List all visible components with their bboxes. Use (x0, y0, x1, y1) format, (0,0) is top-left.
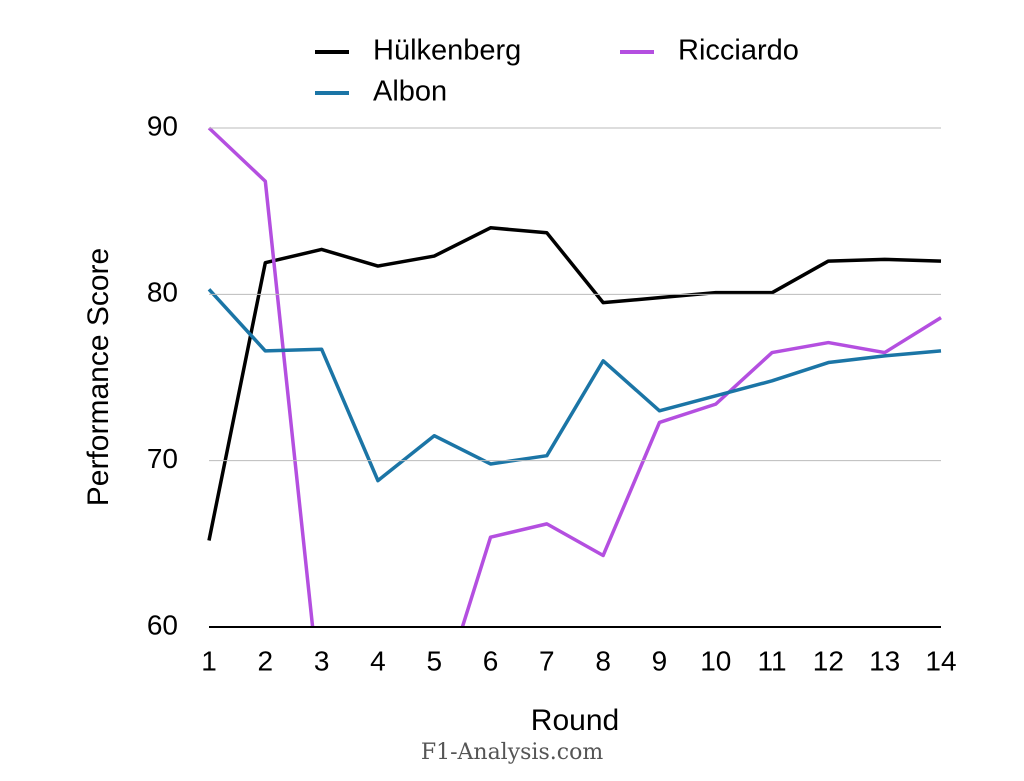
y-tick-label: 70 (147, 443, 178, 474)
watermark: F1-Analysis.com (421, 740, 604, 765)
x-tick-label: 11 (758, 645, 787, 676)
series-line (207, 288, 942, 483)
x-tick-label: 8 (595, 645, 611, 676)
y-axis-label: Performance Score (82, 248, 115, 506)
x-tick-label: 2 (258, 645, 274, 676)
y-tick-label: 60 (147, 609, 178, 640)
x-tick-label: 5 (426, 645, 442, 676)
x-tick-label: 3 (314, 645, 330, 676)
x-tick-label: 13 (869, 645, 900, 676)
plot-area (207, 126, 942, 627)
legend-label: Ricciardo (678, 35, 799, 67)
x-tick-label: 6 (483, 645, 499, 676)
y-tick-label: 80 (147, 277, 178, 308)
x-tick-label: 4 (370, 645, 386, 676)
legend-label: Hülkenberg (373, 35, 521, 67)
x-axis-label: Round (531, 704, 619, 737)
x-tick-label: 7 (539, 645, 555, 676)
legend-label: Albon (373, 76, 447, 108)
x-tick-label: 14 (925, 645, 956, 676)
x-tick-label: 12 (813, 645, 844, 676)
series-line (207, 226, 942, 541)
y-tick-label: 90 (147, 110, 178, 141)
x-tick-label: 9 (652, 645, 668, 676)
x-tick-label: 1 (201, 645, 217, 676)
x-tick-label: 10 (700, 645, 731, 676)
series-line (207, 126, 942, 627)
